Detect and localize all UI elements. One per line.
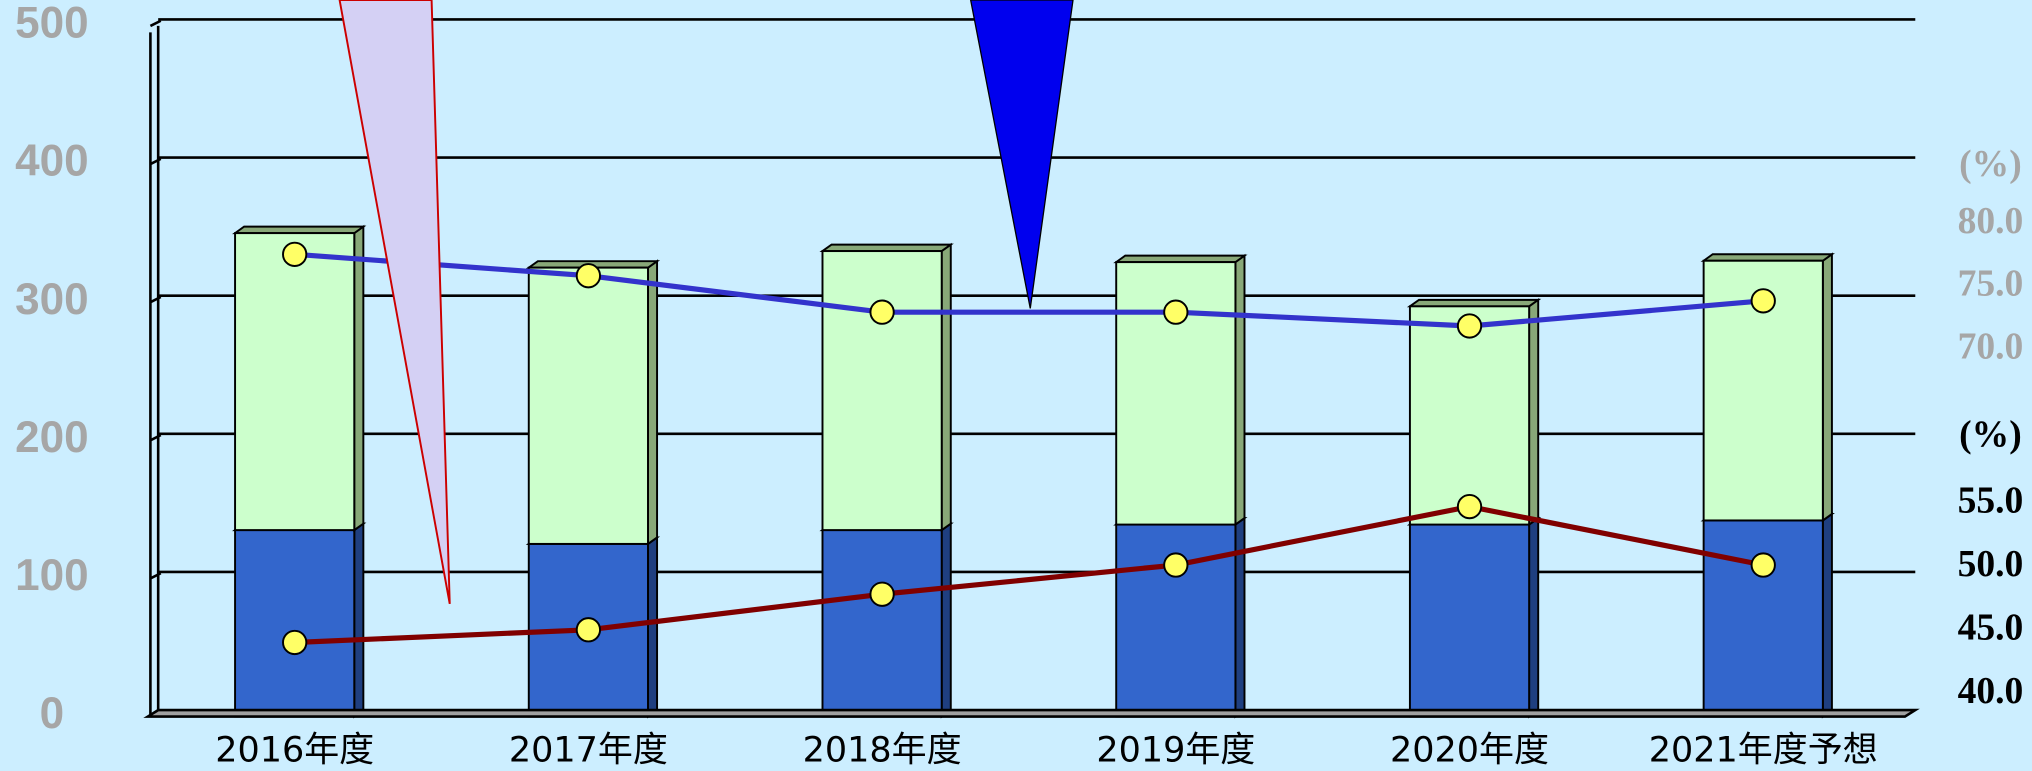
y3-tick-label: 45.0 [1958,608,2024,649]
bar-side [1234,516,1246,719]
y-tick-label: 200 [15,413,89,462]
y-tick-label: 100 [15,551,89,600]
marker [1163,299,1189,325]
marker [869,299,895,325]
bar [234,529,356,718]
y2-tick-label: 80.0 [1958,201,2024,242]
y-tick-label: 0 [40,689,65,738]
floor [143,708,1920,718]
y-tick-label: 300 [15,275,89,324]
x-tick-label: 2018年度 [803,731,962,771]
bar-top [1113,254,1248,264]
marker [869,581,895,607]
bar-side [1821,252,1833,523]
x-tick-label: 2019年度 [1096,731,1255,771]
bar [821,529,943,718]
y-tick-label: 500 [15,0,89,48]
x-tick-label: 2016年度 [215,731,374,771]
y-tick-label: 400 [15,137,89,186]
line [294,251,1764,329]
x-tick-label: 2021年度予想 [1649,731,1878,771]
bar-side [647,259,659,546]
marker [282,629,308,656]
bar-side [1821,512,1833,719]
y3-tick-label: 40.0 [1958,671,2024,712]
x-tick-label: 2020年度 [1390,731,1549,771]
line [294,503,1764,646]
bar-side [1528,516,1540,719]
marker [575,617,602,643]
marker [1750,552,1776,578]
y3-tick-label: 50.0 [1958,544,2024,585]
bar-side [647,535,659,719]
y2-tick-label: 75.0 [1958,264,2024,305]
marker [282,241,308,267]
bar-top [1700,253,1835,262]
marker [575,263,602,289]
bar [1408,305,1531,526]
marker [1456,313,1483,339]
marker [1163,552,1189,578]
bar-side [940,521,952,719]
bar-side [1234,253,1246,527]
bar-side [353,224,365,532]
y3-tick-label: 55.0 [1958,481,2024,522]
y2-axis-label: (%) [1959,144,2022,185]
bar [1702,519,1824,718]
y3-axis-label: (%) [1959,415,2022,456]
tick-mark [149,19,162,28]
bar-top [1406,298,1542,308]
callout-pointer [969,0,1074,309]
bar-side [940,242,952,532]
bar [1408,523,1531,718]
marker [1456,493,1483,520]
marker [1750,288,1776,314]
bar [821,250,943,532]
bar-side [353,521,365,719]
bar-side [1528,297,1540,527]
callout-pointer [338,0,451,605]
x-tick-label: 2017年度 [509,731,668,771]
bar [234,232,356,532]
y2-tick-label: 70.0 [1958,326,2024,367]
bar [527,266,649,545]
bar-top [819,243,954,253]
